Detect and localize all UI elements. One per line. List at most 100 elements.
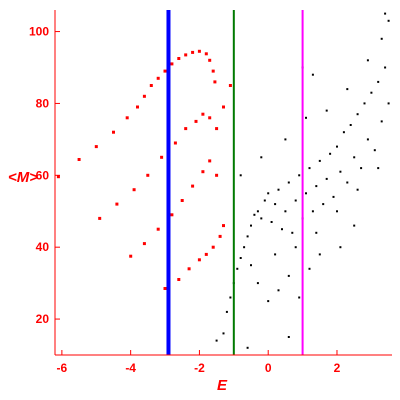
point-series-0-40 (215, 173, 219, 177)
point-series-1-45 (373, 149, 376, 152)
point-series-0-24 (173, 141, 177, 145)
point-series-1-6 (239, 257, 242, 259)
y-tick-label-1: 40 (36, 240, 50, 254)
point-series-0-18 (213, 80, 217, 84)
point-series-1-69 (277, 289, 280, 292)
point-series-0-16 (208, 58, 212, 62)
point-series-0-42 (177, 278, 181, 281)
point-series-1-26 (308, 167, 311, 170)
point-series-0-35 (170, 213, 174, 217)
point-series-1-18 (281, 228, 283, 231)
point-series-0-43 (187, 267, 191, 271)
point-series-1-22 (294, 199, 297, 202)
point-series-1-14 (267, 192, 270, 195)
point-series-0-15 (204, 52, 208, 56)
point-series-1-72 (308, 267, 311, 270)
point-series-0-34 (156, 227, 160, 231)
point-series-1-44 (370, 91, 373, 94)
point-series-1-2 (225, 310, 228, 313)
point-series-1-47 (380, 120, 383, 123)
x-tick-label-3: 0 (265, 361, 272, 375)
point-series-1-68 (267, 300, 270, 303)
x-tick-label-4: 2 (334, 361, 341, 375)
point-series-1-5 (236, 267, 239, 270)
point-series-1-17 (277, 188, 280, 191)
point-series-1-67 (256, 282, 259, 285)
point-series-1-62 (366, 59, 369, 62)
point-series-0-36 (180, 199, 184, 202)
point-series-0-48 (222, 224, 225, 228)
point-series-1-76 (246, 346, 249, 349)
point-series-1-77 (287, 336, 290, 338)
point-series-1-31 (325, 177, 328, 180)
point-series-1-75 (353, 224, 356, 227)
point-series-1-0 (215, 339, 218, 342)
point-series-0-6 (142, 94, 146, 98)
point-series-1-70 (287, 274, 290, 277)
point-series-0-11 (177, 57, 181, 60)
point-series-0-38 (201, 170, 205, 174)
point-series-0-20 (115, 202, 119, 206)
point-series-1-1 (222, 332, 225, 335)
y-tick-label-0: 20 (36, 312, 50, 326)
point-series-1-20 (287, 181, 290, 184)
point-series-1-19 (284, 210, 287, 213)
x-axis-title: E (217, 377, 228, 394)
point-series-1-52 (260, 156, 263, 159)
point-series-0-26 (194, 119, 198, 123)
point-series-1-35 (339, 170, 342, 173)
point-series-1-65 (384, 12, 387, 15)
point-series-1-33 (332, 195, 335, 198)
x-tick-label-2: -2 (194, 361, 205, 375)
point-series-0-2 (94, 145, 98, 149)
point-series-1-50 (239, 174, 242, 177)
point-series-0-30 (222, 105, 225, 109)
point-series-1-58 (325, 109, 328, 112)
point-series-0-39 (208, 159, 212, 163)
point-series-1-21 (291, 231, 294, 234)
point-series-0-28 (208, 116, 212, 120)
point-series-0-21 (132, 188, 136, 192)
point-series-0-5 (136, 105, 139, 109)
x-tick-label-0: -6 (57, 361, 68, 375)
point-series-0-47 (218, 234, 222, 238)
point-series-1-30 (322, 203, 325, 206)
point-series-0-23 (160, 155, 164, 159)
point-series-1-7 (243, 246, 246, 249)
point-series-1-46 (377, 80, 380, 83)
point-series-1-51 (250, 264, 252, 267)
point-series-0-44 (197, 258, 201, 262)
point-series-1-27 (311, 210, 314, 213)
point-series-0-12 (184, 53, 188, 57)
point-series-0-0 (56, 175, 60, 179)
point-series-1-54 (284, 138, 287, 141)
point-series-1-60 (346, 88, 349, 91)
marks-layer (56, 12, 390, 349)
point-series-1-16 (274, 203, 277, 206)
point-series-1-63 (377, 167, 380, 170)
point-series-1-61 (356, 188, 359, 191)
point-series-1-73 (318, 253, 321, 256)
point-series-1-74 (339, 246, 342, 249)
point-series-1-9 (250, 224, 252, 227)
point-series-1-71 (298, 296, 301, 299)
point-series-1-10 (253, 213, 256, 216)
point-series-1-13 (263, 199, 266, 202)
point-series-1-8 (246, 235, 249, 238)
point-series-1-53 (274, 253, 277, 256)
point-series-0-25 (184, 127, 188, 131)
point-series-0-31 (228, 84, 232, 87)
y-axis-title: <M> (8, 169, 38, 186)
point-series-0-14 (197, 49, 201, 53)
point-series-1-49 (387, 102, 390, 105)
point-series-0-13 (191, 50, 195, 54)
point-series-0-29 (215, 127, 219, 131)
point-series-1-42 (363, 102, 366, 105)
y-tick-label-4: 100 (29, 25, 49, 39)
point-series-1-3 (229, 296, 232, 299)
point-series-1-12 (260, 217, 263, 220)
axes (54, 10, 392, 356)
point-series-1-79 (311, 73, 314, 76)
point-series-1-57 (315, 231, 318, 234)
